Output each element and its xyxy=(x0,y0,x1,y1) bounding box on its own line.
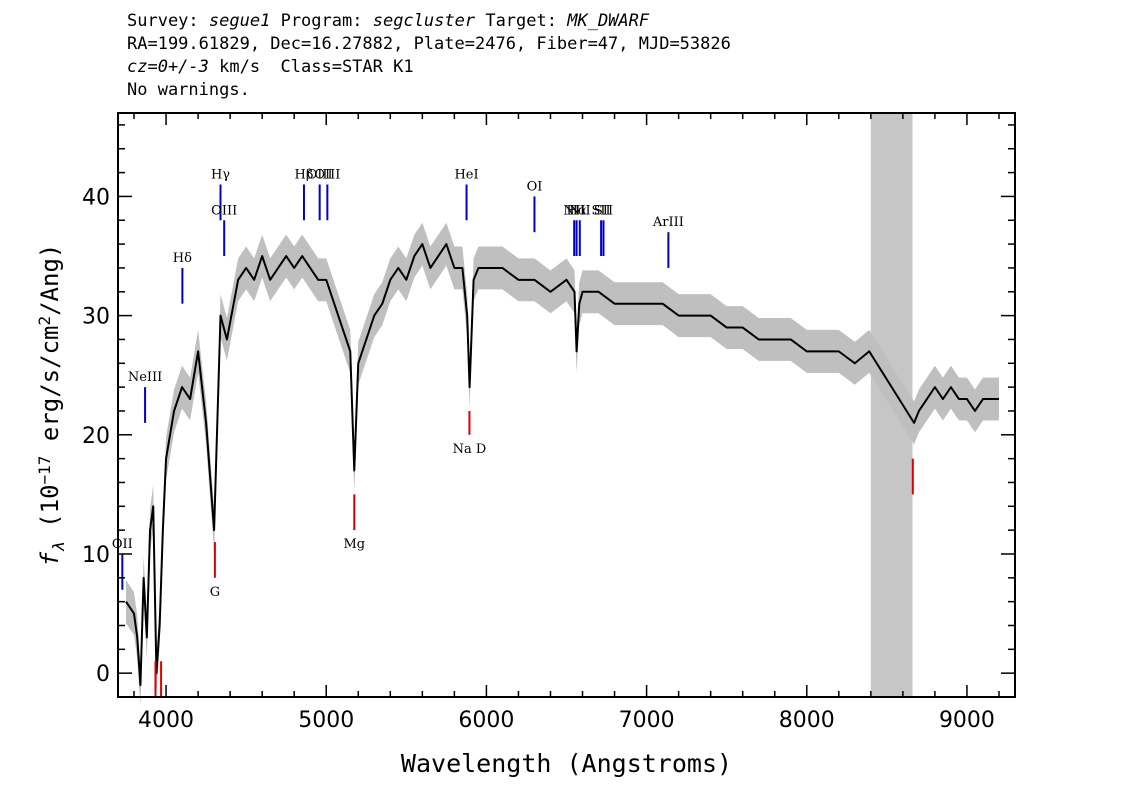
x-tick-label: 7000 xyxy=(619,708,675,733)
emission-line-label: ArIII xyxy=(652,215,684,230)
spectrum-header: Survey: segue1 Program: segcluster Targe… xyxy=(127,10,731,102)
emission-line-label: OII xyxy=(112,537,133,552)
survey-value: segue1 xyxy=(208,11,271,31)
x-tick-label: 5000 xyxy=(298,708,354,733)
emission-line-label: Hδ xyxy=(173,251,192,266)
survey-label: Survey: xyxy=(127,11,199,31)
flux-line xyxy=(125,243,999,687)
y-tick-label: 40 xyxy=(82,185,110,210)
header-line-1: Survey: segue1 Program: segcluster Targe… xyxy=(127,10,731,33)
header-line-4: No warnings. xyxy=(127,80,250,100)
x-tick-label: 4000 xyxy=(138,708,194,733)
absorption-line-label: Mg xyxy=(343,537,365,552)
y-tick-label: 0 xyxy=(96,662,110,687)
emission-line-label: NII xyxy=(569,203,591,218)
x-axis-label: Wavelength (Angstroms) xyxy=(401,749,732,778)
emission-line-label: OIII xyxy=(211,203,237,218)
y-tick-label: 30 xyxy=(82,305,110,330)
header-line-2: RA=199.61829, Dec=16.27882, Plate=2476, … xyxy=(127,34,731,54)
emission-line-label: NeIII xyxy=(128,370,162,385)
emission-line-label: Hγ xyxy=(211,168,230,183)
class-text: km/s Class=STAR K1 xyxy=(208,57,414,77)
emission-line-label: SII xyxy=(594,203,613,218)
error-band xyxy=(126,222,999,707)
y-tick-label: 20 xyxy=(82,424,110,449)
emission-line-label: NII xyxy=(563,203,585,218)
target-value: MK_DWARF xyxy=(567,11,650,31)
emission-line-label: SII xyxy=(592,203,611,218)
program-value: segcluster xyxy=(372,11,476,31)
emission-line-label: OIII xyxy=(314,168,340,183)
emission-line-label: OIII xyxy=(307,168,333,183)
y-axis-label: fλ (10−17 erg/s/cm2/Ang) xyxy=(35,244,68,567)
header-line-3: cz=0+/-3 km/s Class=STAR K1 xyxy=(127,56,731,79)
emission-line-label: Hβ xyxy=(295,168,314,183)
emission-line-label: HeI xyxy=(454,168,478,183)
x-tick-label: 8000 xyxy=(779,708,835,733)
absorption-line-label: Na D xyxy=(453,442,487,457)
x-tick-label: 9000 xyxy=(939,708,995,733)
y-tick-label: 10 xyxy=(82,543,110,568)
program-label: Program: xyxy=(280,11,363,31)
emission-line-label: Hα xyxy=(567,203,587,218)
target-label: Target: xyxy=(485,11,557,31)
x-tick-label: 6000 xyxy=(458,708,514,733)
emission-line-label: OI xyxy=(527,179,543,194)
redshift-value: cz=0+/-3 xyxy=(127,57,209,77)
plot-frame xyxy=(117,112,1016,698)
absorption-line-label: G xyxy=(210,585,220,600)
